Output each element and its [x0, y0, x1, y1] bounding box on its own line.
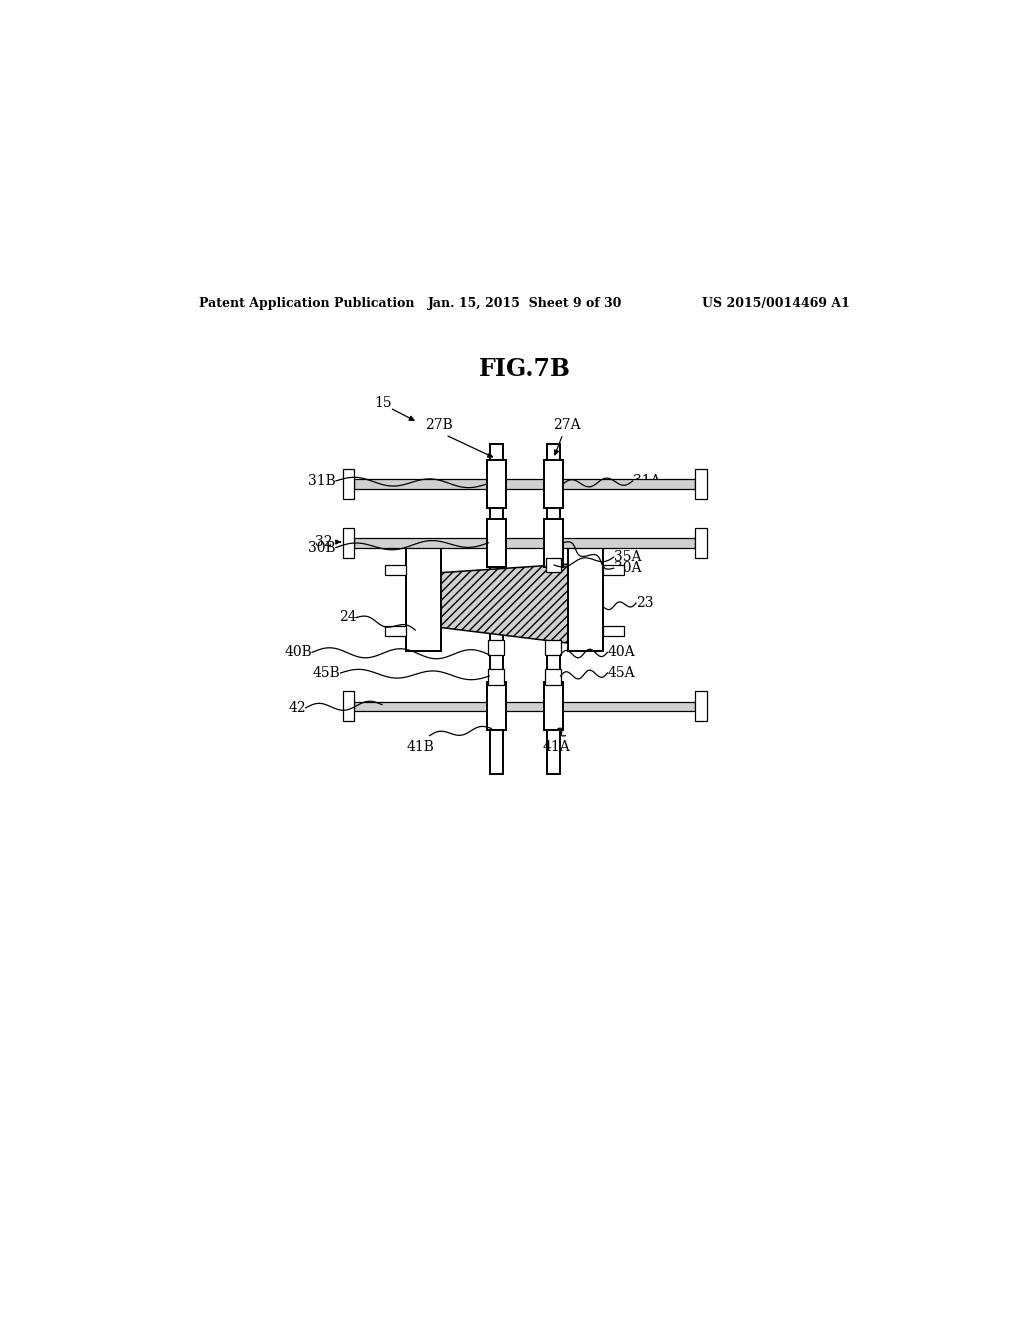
Bar — [544, 682, 563, 730]
Bar — [343, 528, 354, 558]
Text: 42: 42 — [288, 701, 306, 715]
Bar — [489, 445, 503, 774]
Bar — [354, 479, 695, 488]
Text: 35A: 35A — [613, 550, 641, 564]
Bar — [343, 692, 354, 721]
Text: 45B: 45B — [313, 667, 341, 680]
Bar — [546, 558, 560, 572]
Bar — [547, 445, 560, 774]
Bar — [695, 528, 707, 558]
Text: 31B: 31B — [308, 474, 336, 488]
Text: 30A: 30A — [613, 561, 641, 576]
Text: 32: 32 — [315, 535, 333, 549]
Bar — [603, 626, 624, 636]
Bar — [354, 539, 695, 548]
Bar — [343, 469, 354, 499]
Text: 41B: 41B — [407, 739, 434, 754]
Text: Jan. 15, 2015  Sheet 9 of 30: Jan. 15, 2015 Sheet 9 of 30 — [428, 297, 622, 310]
Bar — [488, 640, 504, 656]
Bar — [544, 461, 563, 508]
Bar — [385, 626, 406, 636]
Polygon shape — [436, 564, 579, 644]
Bar — [546, 669, 561, 685]
Bar — [486, 682, 506, 730]
Text: 40B: 40B — [285, 645, 312, 659]
Text: 41A: 41A — [543, 739, 570, 754]
Bar — [695, 469, 707, 499]
Text: 23: 23 — [636, 597, 653, 610]
Text: 40A: 40A — [607, 645, 635, 659]
Bar — [603, 565, 624, 576]
Text: 15: 15 — [374, 396, 391, 411]
Bar — [546, 640, 561, 656]
Text: 31A: 31A — [633, 474, 660, 488]
Text: US 2015/0014469 A1: US 2015/0014469 A1 — [702, 297, 850, 310]
Text: 45A: 45A — [607, 667, 635, 680]
Text: 30B: 30B — [308, 541, 336, 554]
Bar — [354, 701, 695, 711]
Text: 27A: 27A — [553, 417, 581, 432]
Text: 24: 24 — [339, 610, 356, 624]
Text: FIG.7B: FIG.7B — [479, 356, 570, 381]
Bar — [486, 519, 506, 566]
Bar — [486, 461, 506, 508]
Text: Patent Application Publication: Patent Application Publication — [200, 297, 415, 310]
Bar — [488, 669, 504, 685]
Text: 27B: 27B — [425, 417, 453, 432]
Bar — [544, 519, 563, 566]
Bar — [568, 548, 603, 651]
Bar — [385, 565, 406, 576]
Bar — [695, 692, 707, 721]
Bar — [406, 548, 440, 651]
